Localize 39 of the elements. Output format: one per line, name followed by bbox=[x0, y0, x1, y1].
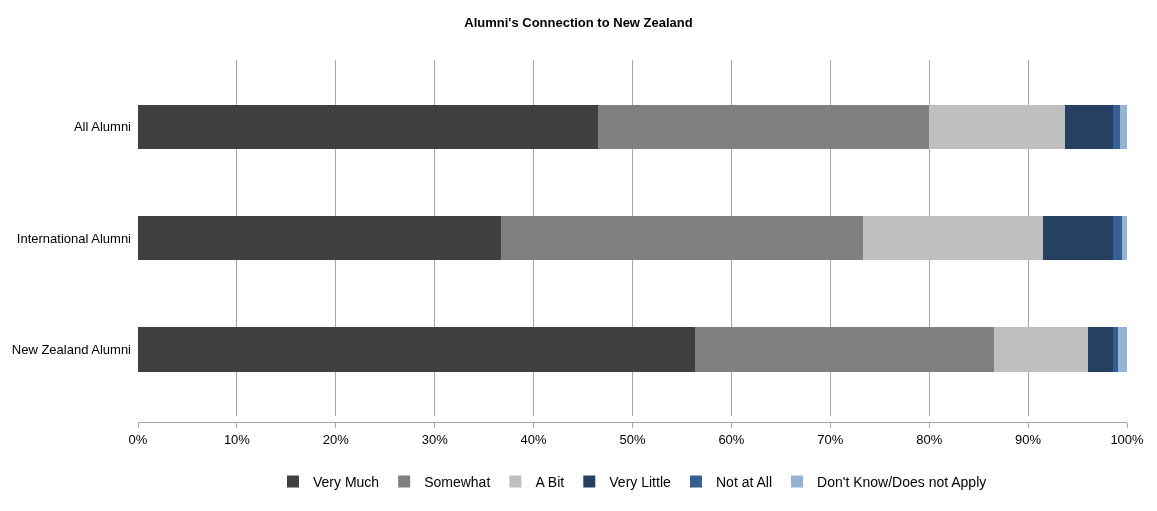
legend-label: Very Little bbox=[609, 473, 671, 490]
bar bbox=[138, 104, 598, 149]
x-tick-label: 30% bbox=[421, 431, 449, 447]
legend-label: Somewhat bbox=[424, 473, 491, 490]
x-tick-label: 60% bbox=[718, 431, 745, 447]
x-tick-label: 100% bbox=[1110, 431, 1145, 447]
y-tick-label: New Zealand Alumni bbox=[11, 341, 132, 357]
y-tick-label: International Alumni bbox=[16, 230, 132, 246]
legend-label: Not at All bbox=[715, 473, 773, 490]
bar bbox=[1118, 327, 1127, 372]
bar bbox=[1113, 327, 1119, 372]
legend-label: A Bit bbox=[535, 473, 565, 490]
bar bbox=[138, 327, 695, 372]
x-tick-label: 80% bbox=[916, 431, 943, 447]
x-tick-label: 70% bbox=[817, 431, 844, 447]
bar bbox=[1122, 215, 1127, 261]
bar bbox=[1113, 215, 1123, 261]
bar bbox=[597, 104, 930, 149]
bar bbox=[994, 327, 1089, 372]
x-tick-label: 90% bbox=[1015, 431, 1042, 447]
legend-label: Very Much bbox=[313, 473, 380, 490]
bar bbox=[138, 215, 501, 261]
x-tick-label: 40% bbox=[520, 431, 548, 447]
bar bbox=[1113, 104, 1121, 149]
x-tick-label: 0% bbox=[128, 431, 148, 447]
bar bbox=[694, 327, 995, 372]
x-tick-label: 50% bbox=[619, 431, 646, 447]
bar bbox=[929, 104, 1065, 149]
y-tick-label: All Alumni bbox=[73, 119, 132, 135]
x-tick-label: 10% bbox=[223, 431, 251, 447]
bar bbox=[862, 215, 1043, 261]
legend-label: Don't Know/Does not Apply bbox=[817, 473, 987, 490]
bar bbox=[1064, 104, 1114, 149]
bar bbox=[1042, 215, 1114, 261]
bar bbox=[500, 215, 863, 261]
x-tick-label: 20% bbox=[322, 431, 350, 447]
chart-title: Alumni's Connection to New Zealand bbox=[464, 14, 693, 30]
bar bbox=[1120, 104, 1127, 149]
bar bbox=[1088, 327, 1114, 372]
